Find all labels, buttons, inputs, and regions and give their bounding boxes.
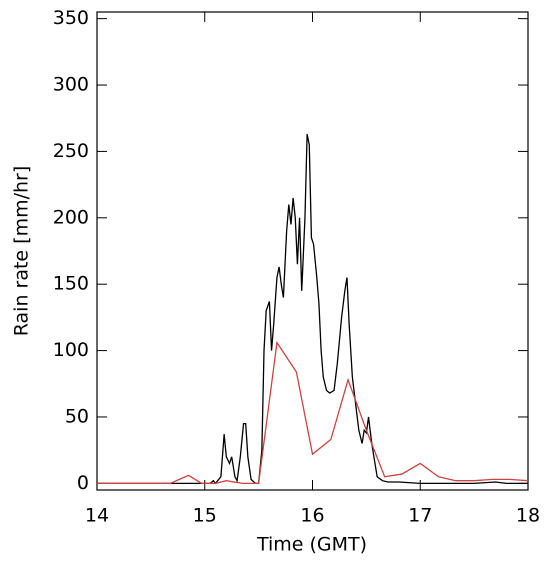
y-tick-label: 300 bbox=[53, 74, 89, 96]
y-tick-label: 100 bbox=[53, 339, 89, 361]
y-tick-label: 250 bbox=[53, 140, 89, 162]
plot-frame bbox=[96, 11, 529, 491]
x-tick-label: 16 bbox=[300, 505, 324, 527]
x-tick-label: 15 bbox=[193, 505, 217, 527]
series-line bbox=[97, 340, 529, 485]
y-tick-label: 200 bbox=[53, 206, 89, 228]
y-tick-label: 150 bbox=[53, 273, 89, 295]
x-tick-label: 18 bbox=[516, 505, 540, 527]
y-axis-title: Rain rate [mm/hr] bbox=[11, 166, 33, 337]
x-tick-label: 17 bbox=[408, 505, 432, 527]
x-axis-title: Time (GMT) bbox=[256, 534, 367, 556]
series-line bbox=[97, 134, 528, 485]
y-tick-label: 350 bbox=[53, 7, 89, 29]
y-tick-label: 0 bbox=[77, 472, 89, 494]
x-tick-label: 14 bbox=[85, 505, 109, 527]
y-tick-label: 50 bbox=[65, 405, 89, 427]
